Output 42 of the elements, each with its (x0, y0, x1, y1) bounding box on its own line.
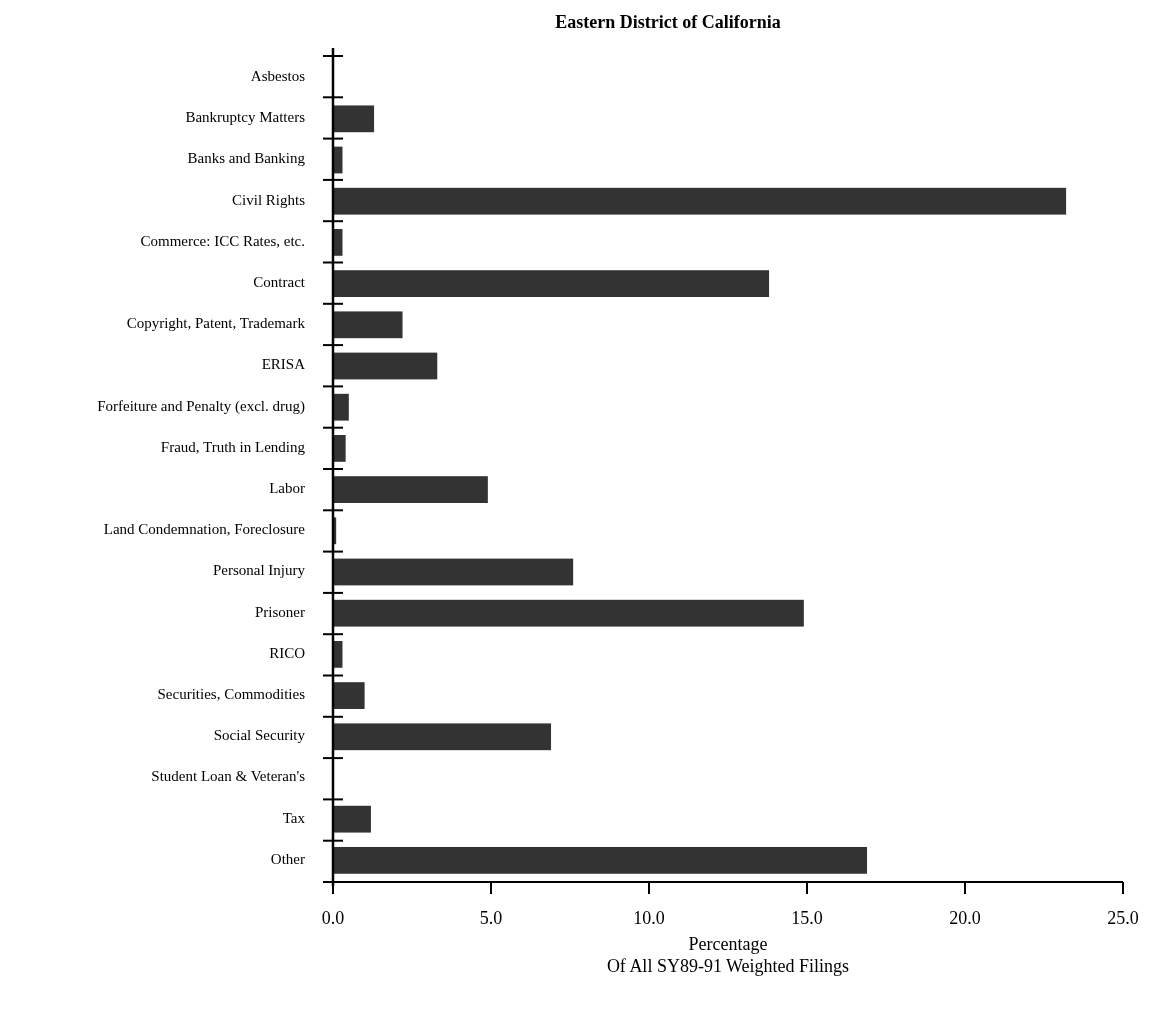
x-tick-label: 5.0 (479, 908, 503, 928)
y-tick-label: Civil Rights (232, 191, 306, 208)
bar (333, 558, 574, 586)
y-tick-label: Tax (282, 809, 306, 826)
bar (333, 270, 770, 297)
bar (333, 682, 365, 709)
y-tick-label: Land Condemnation, Foreclosure (103, 521, 306, 538)
y-tick-label: Labor (269, 480, 305, 497)
bar (333, 805, 371, 833)
bar (333, 352, 438, 380)
bar (333, 476, 488, 503)
y-tick-label: Banks and Banking (187, 150, 306, 167)
y-tick-label: Student Loan & Veteran's (151, 768, 306, 785)
bar (333, 393, 349, 421)
y-tick-label: RICO (269, 644, 306, 661)
y-tick-label: Securities, Commodities (157, 686, 306, 703)
bar (333, 187, 1067, 215)
y-tick-label: Copyright, Patent, Trademark (126, 315, 306, 332)
bar (333, 105, 375, 133)
bar (333, 435, 346, 462)
y-tick-label: Commerce: ICC Rates, etc. (140, 232, 305, 249)
x-tick-label: 15.0 (791, 908, 823, 928)
y-tick-label: Contract (253, 274, 306, 291)
y-tick-label: ERISA (261, 356, 306, 373)
chart-title: Eastern District of California (555, 12, 781, 32)
bar (333, 311, 403, 339)
x-axis-title: Percentage Of All SY89-91 Weighted Filings (606, 934, 850, 976)
y-tick-label: Fraud, Truth in Lending (160, 438, 306, 455)
y-tick-label: Social Security (213, 727, 306, 744)
y-tick-label: Forfeiture and Penalty (excl. drug) (97, 397, 305, 415)
x-tick-label: 20.0 (949, 908, 981, 928)
y-tick-label: Other (270, 850, 305, 867)
y-tick-label: Prisoner (255, 603, 305, 620)
y-tick-label: Personal Injury (212, 562, 306, 579)
y-tick-label: Bankruptcy Matters (185, 109, 306, 126)
x-tick-label: 25.0 (1107, 908, 1139, 928)
bar (333, 846, 868, 874)
y-tick-label: Asbestos (250, 68, 306, 85)
bar (333, 723, 552, 751)
bar (333, 599, 804, 627)
x-tick-label: 0.0 (321, 908, 345, 928)
x-tick-label: 10.0 (633, 908, 665, 928)
